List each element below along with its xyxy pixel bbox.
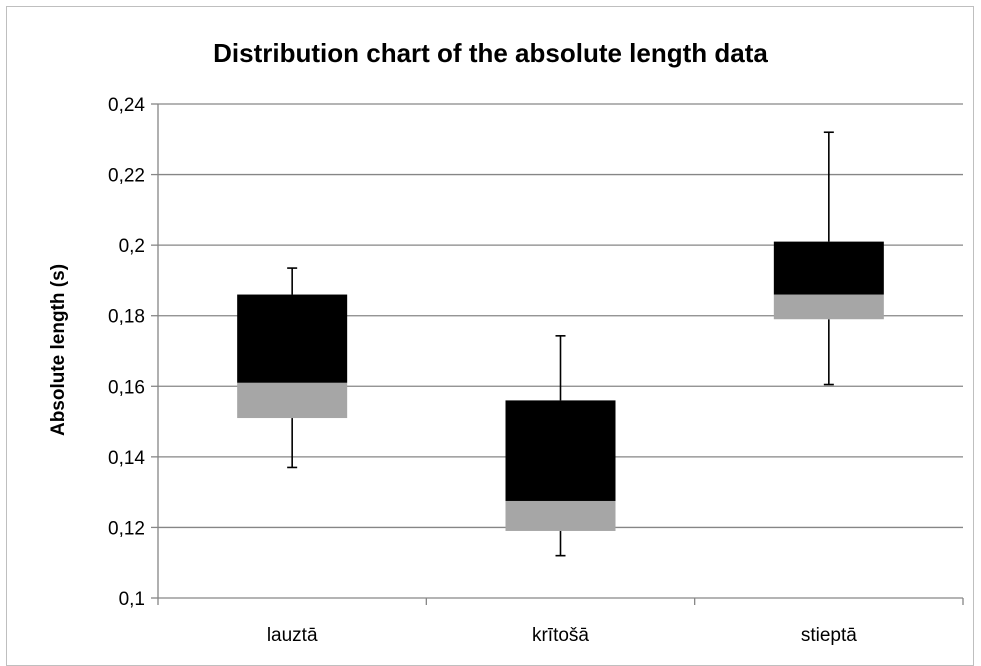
y-tick-label: 0,24 (108, 95, 145, 116)
box-upper-quartile (505, 400, 616, 501)
box-upper-quartile (237, 294, 348, 383)
y-tick-label: 0,1 (119, 589, 145, 610)
box-lower-quartile (237, 382, 348, 419)
y-tick-label: 0,14 (108, 448, 145, 469)
y-tick-label: 0,2 (119, 236, 145, 257)
y-tick-label: 0,18 (108, 307, 145, 328)
x-tick-label: lauztā (267, 625, 318, 646)
y-tick-label: 0,12 (108, 518, 145, 539)
x-tick-label: krītošā (532, 625, 589, 646)
box-lower-quartile (773, 294, 884, 320)
box-upper-quartile (773, 241, 884, 295)
x-tick-label: stieptā (801, 625, 857, 646)
y-tick-label: 0,22 (108, 166, 145, 187)
chart-title: Distribution chart of the absolute lengt… (213, 38, 768, 68)
box-lower-quartile (505, 500, 616, 531)
y-tick-label: 0,16 (108, 377, 145, 398)
